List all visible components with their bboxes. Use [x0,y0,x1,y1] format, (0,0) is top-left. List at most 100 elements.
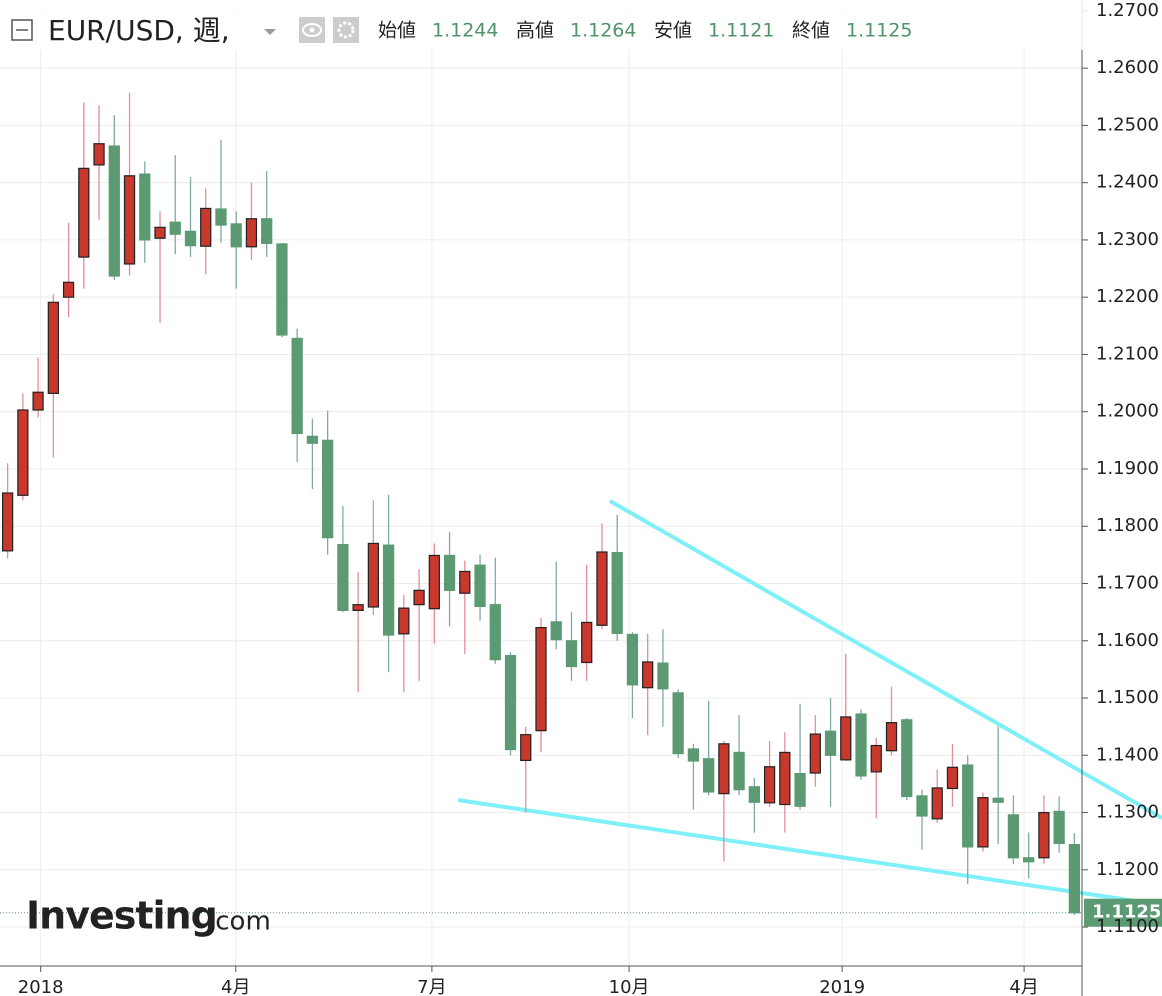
collapse-icon[interactable] [11,19,33,41]
x-tick-label: 4月 [221,977,250,996]
candle-body [245,218,258,248]
candle-body [382,544,395,636]
y-tick-label: 1.2400 [1096,172,1159,193]
candle-body [946,766,959,790]
y-tick-label: 1.2500 [1096,114,1159,135]
y-tick-label: 1.1600 [1096,630,1159,651]
candle-body [901,719,913,798]
y-tick-label: 1.1500 [1096,687,1159,708]
candle-body [489,604,501,661]
candle-body [870,744,882,773]
candle-body [1,492,14,552]
candles [1,92,1081,916]
candle-body [596,551,608,626]
eye-shape [302,23,322,37]
x-tick-label: 2019 [819,977,865,996]
x-tick-label: 4月 [1009,977,1038,996]
candle-body [1068,844,1081,914]
trend-line [609,499,1162,820]
gear-shape [337,21,355,39]
y-tick-label: 1.2000 [1096,401,1159,422]
header-bg [0,0,1162,50]
candle-body [535,626,547,732]
candle-body [337,543,349,612]
logo-suffix: .com [207,907,271,937]
candle-body [413,589,425,606]
candle-body [169,221,181,235]
candle-body [32,391,44,411]
y-tick-label: 1.1700 [1096,572,1159,593]
candle-body [916,795,928,817]
candle-body [840,716,852,761]
x-tick-label: 7月 [417,977,446,996]
candle-body [200,207,212,247]
candle-body [443,554,456,591]
candle-body [992,797,1004,803]
y-tick-label: 1.1800 [1096,515,1159,536]
price-label-bg [1084,898,1162,927]
y-tick-label: 1.1200 [1096,859,1159,880]
ohlc-value: 1.1264 [570,20,636,42]
candle-body [1038,811,1050,859]
candle-body [17,409,29,496]
x-tick-label: 10月 [609,977,650,996]
y-tick-label: 1.1300 [1096,802,1159,823]
candle-body [1023,857,1035,863]
candle-body [504,655,517,751]
candle-body [367,542,379,608]
candle-body [962,764,974,848]
candle-body [763,766,776,804]
ohlc-value: 1.1125 [846,20,912,42]
candle-body [794,773,806,807]
candle-body [748,786,760,803]
chart-title: EUR/USD, 週, [48,14,230,47]
candle-body [78,167,90,258]
candle-body [931,787,943,820]
dropdown-arrow[interactable] [264,29,276,35]
ohlc-legend: 始値 1.1244 高値 1.1264 安値 1.1121 終値 1.1125 [378,20,912,42]
candle-body [108,145,120,277]
grid [0,0,1088,972]
candle-body [642,661,654,689]
overlay: 1.1125 Investing.com [0,894,1162,938]
candle-body [703,758,715,793]
candle-body [93,143,105,166]
candle-body [352,604,364,612]
candle-body [626,633,639,686]
ohlc-label: 始値 [378,20,416,42]
candle-body [123,175,136,265]
candle-body [657,662,669,690]
candle-body [977,797,989,848]
candle-body [687,748,700,762]
ohlc-label: 終値 [792,20,830,42]
y-tick-label: 1.2100 [1096,343,1159,364]
candle-body [733,751,745,791]
candle-body [520,734,532,762]
candle-body [474,564,486,607]
y-tick-label: 1.2700 [1096,0,1159,21]
candle-body [809,733,821,774]
y-tick-label: 1.1400 [1096,744,1159,765]
candle-body [184,230,197,247]
candle-body [306,435,319,444]
y-tick-label: 1.1900 [1096,458,1159,479]
price-label: 1.1125 [1092,902,1161,923]
y-tick-label: 1.2200 [1096,286,1159,307]
candle-body [428,554,440,610]
settings-icon[interactable] [333,17,359,43]
logo-name: Investing [26,894,217,938]
eye-pupil [309,27,315,33]
y-tick-label: 1.2300 [1096,229,1159,250]
candle-body [855,713,867,777]
candle-body [322,439,334,539]
y-tick-label: 1.1100 [1096,916,1159,937]
candle-body [261,218,273,244]
candle-body [276,243,288,336]
candle-body [62,281,75,298]
candle-body [398,607,410,635]
candle-body [718,743,730,795]
candle-body [230,223,242,248]
candle-body [215,208,227,226]
candle-body [672,692,684,755]
